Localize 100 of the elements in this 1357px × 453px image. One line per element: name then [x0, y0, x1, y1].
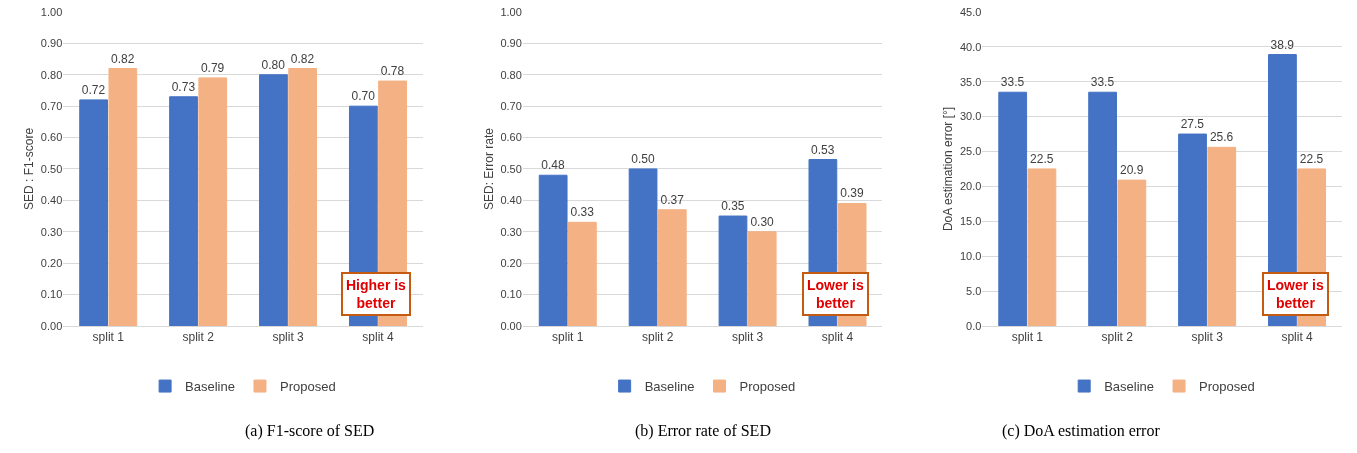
bar [538, 174, 568, 326]
y-tick-label: 1.00 [500, 5, 522, 18]
legend-label: Baseline [185, 379, 235, 395]
legend-label: Proposed [1199, 379, 1255, 395]
y-tick-label: 0.50 [40, 162, 63, 175]
bar [1027, 168, 1057, 326]
data-label: 0.50 [631, 151, 655, 166]
annotation: Lower is better [1267, 277, 1325, 312]
x-tick-label: split 1 [92, 330, 125, 345]
y-tick-label: 0.90 [500, 37, 522, 50]
bar [79, 99, 108, 326]
y-tick-label: 0.80 [500, 68, 522, 81]
bar [259, 74, 288, 326]
data-label: 0.53 [811, 142, 835, 157]
y-tick-label: 0.10 [500, 288, 522, 301]
text: (b) Error rate of SED [635, 422, 771, 440]
legend-label: Proposed [279, 379, 336, 395]
data-label: 0.82 [111, 51, 135, 66]
bar [1178, 133, 1207, 326]
y-tick-label: 0.00 [500, 319, 522, 332]
y-tick-label: 5.0 [966, 284, 982, 297]
data-label: 33.5 [1000, 75, 1025, 90]
y-tick-label: 0.80 [40, 68, 63, 81]
y-tick-label: 0.70 [500, 100, 522, 113]
data-label: 0.33 [570, 205, 595, 220]
bar [628, 168, 658, 326]
y-tick-label: 15.0 [959, 215, 982, 228]
bar [108, 68, 138, 326]
y-tick-label: 40.0 [959, 40, 982, 53]
y-tick-label: 25.0 [959, 145, 982, 158]
y-tick-label: 30.0 [959, 110, 982, 123]
bar [1207, 146, 1237, 326]
y-tick-label: 1.00 [40, 5, 63, 18]
bar [288, 68, 318, 326]
data-label: 0.73 [171, 79, 196, 94]
text: (c) DoA estimation error [1002, 422, 1161, 440]
data-label: 33.5 [1090, 75, 1115, 90]
legend-label: Baseline [1104, 379, 1155, 395]
bar [718, 215, 748, 326]
y-tick-label: 0.30 [40, 225, 63, 238]
data-label: 0.30 [750, 214, 775, 229]
y-axis-title: SED: Error rate [481, 127, 496, 210]
y-tick-label: 0.90 [40, 37, 63, 50]
x-tick-label: split 1 [1011, 330, 1044, 345]
data-label: 0.82 [290, 51, 315, 66]
y-tick-label: 0.20 [500, 256, 522, 269]
data-label: 0.37 [660, 192, 685, 207]
y-tick-label: 35.0 [959, 75, 982, 88]
data-label: 0.80 [261, 57, 286, 72]
text: (a) F1-score of SED [245, 422, 375, 440]
bar [747, 231, 777, 326]
x-tick-label: split 4 [821, 330, 854, 345]
data-label: 0.35 [721, 199, 745, 214]
annotation: Higher is better [346, 277, 407, 312]
legend-label: Baseline [644, 379, 695, 395]
data-label: 22.5 [1299, 151, 1324, 166]
bar [998, 91, 1028, 326]
legend-label: Proposed [739, 379, 796, 395]
x-tick-label: split 4 [362, 330, 394, 345]
bar [1088, 91, 1117, 326]
y-tick-label: 0.40 [40, 194, 63, 207]
data-label: 0.72 [81, 82, 106, 97]
y-tick-label: 10.0 [959, 249, 982, 262]
data-label: 27.5 [1180, 117, 1205, 132]
y-axis-title: DoA estimation error [°] [941, 106, 956, 232]
data-label: 0.39 [840, 186, 864, 201]
y-tick-label: 0.70 [40, 100, 63, 113]
y-tick-label: 0.10 [40, 288, 63, 301]
data-label: 0.79 [200, 60, 225, 75]
y-tick-label: 0.20 [40, 256, 63, 269]
y-tick-label: 0.60 [40, 131, 63, 144]
y-tick-label: 0.0 [966, 319, 982, 332]
data-label: 20.9 [1120, 163, 1144, 178]
data-label: 25.6 [1209, 130, 1234, 145]
bar [198, 77, 228, 326]
bar [657, 209, 687, 326]
x-tick-label: split 3 [731, 330, 764, 345]
y-tick-label: 45.0 [959, 5, 982, 18]
x-tick-label: split 3 [1191, 330, 1224, 345]
y-tick-label: 0.40 [500, 194, 522, 207]
x-tick-label: split 1 [552, 330, 584, 345]
annotation: Lower is better [807, 277, 865, 312]
y-tick-label: 0.30 [500, 225, 522, 238]
x-tick-label: split 2 [182, 330, 215, 345]
bar [1117, 179, 1147, 326]
y-axis-title: SED : F1-score [22, 127, 37, 210]
x-tick-label: split 2 [1101, 330, 1134, 345]
data-label: 0.48 [541, 158, 565, 173]
x-tick-label: split 4 [1281, 330, 1314, 345]
y-tick-label: 0.50 [500, 162, 522, 175]
y-tick-label: 0.00 [40, 319, 63, 332]
y-tick-label: 0.60 [500, 131, 522, 144]
bar [568, 221, 597, 326]
x-tick-label: split 3 [272, 330, 305, 345]
data-label: 0.78 [380, 64, 405, 79]
data-label: 38.9 [1270, 37, 1295, 52]
x-tick-label: split 2 [642, 330, 674, 345]
data-label: 22.5 [1030, 151, 1054, 166]
bar [169, 96, 198, 326]
y-tick-label: 20.0 [959, 180, 982, 193]
